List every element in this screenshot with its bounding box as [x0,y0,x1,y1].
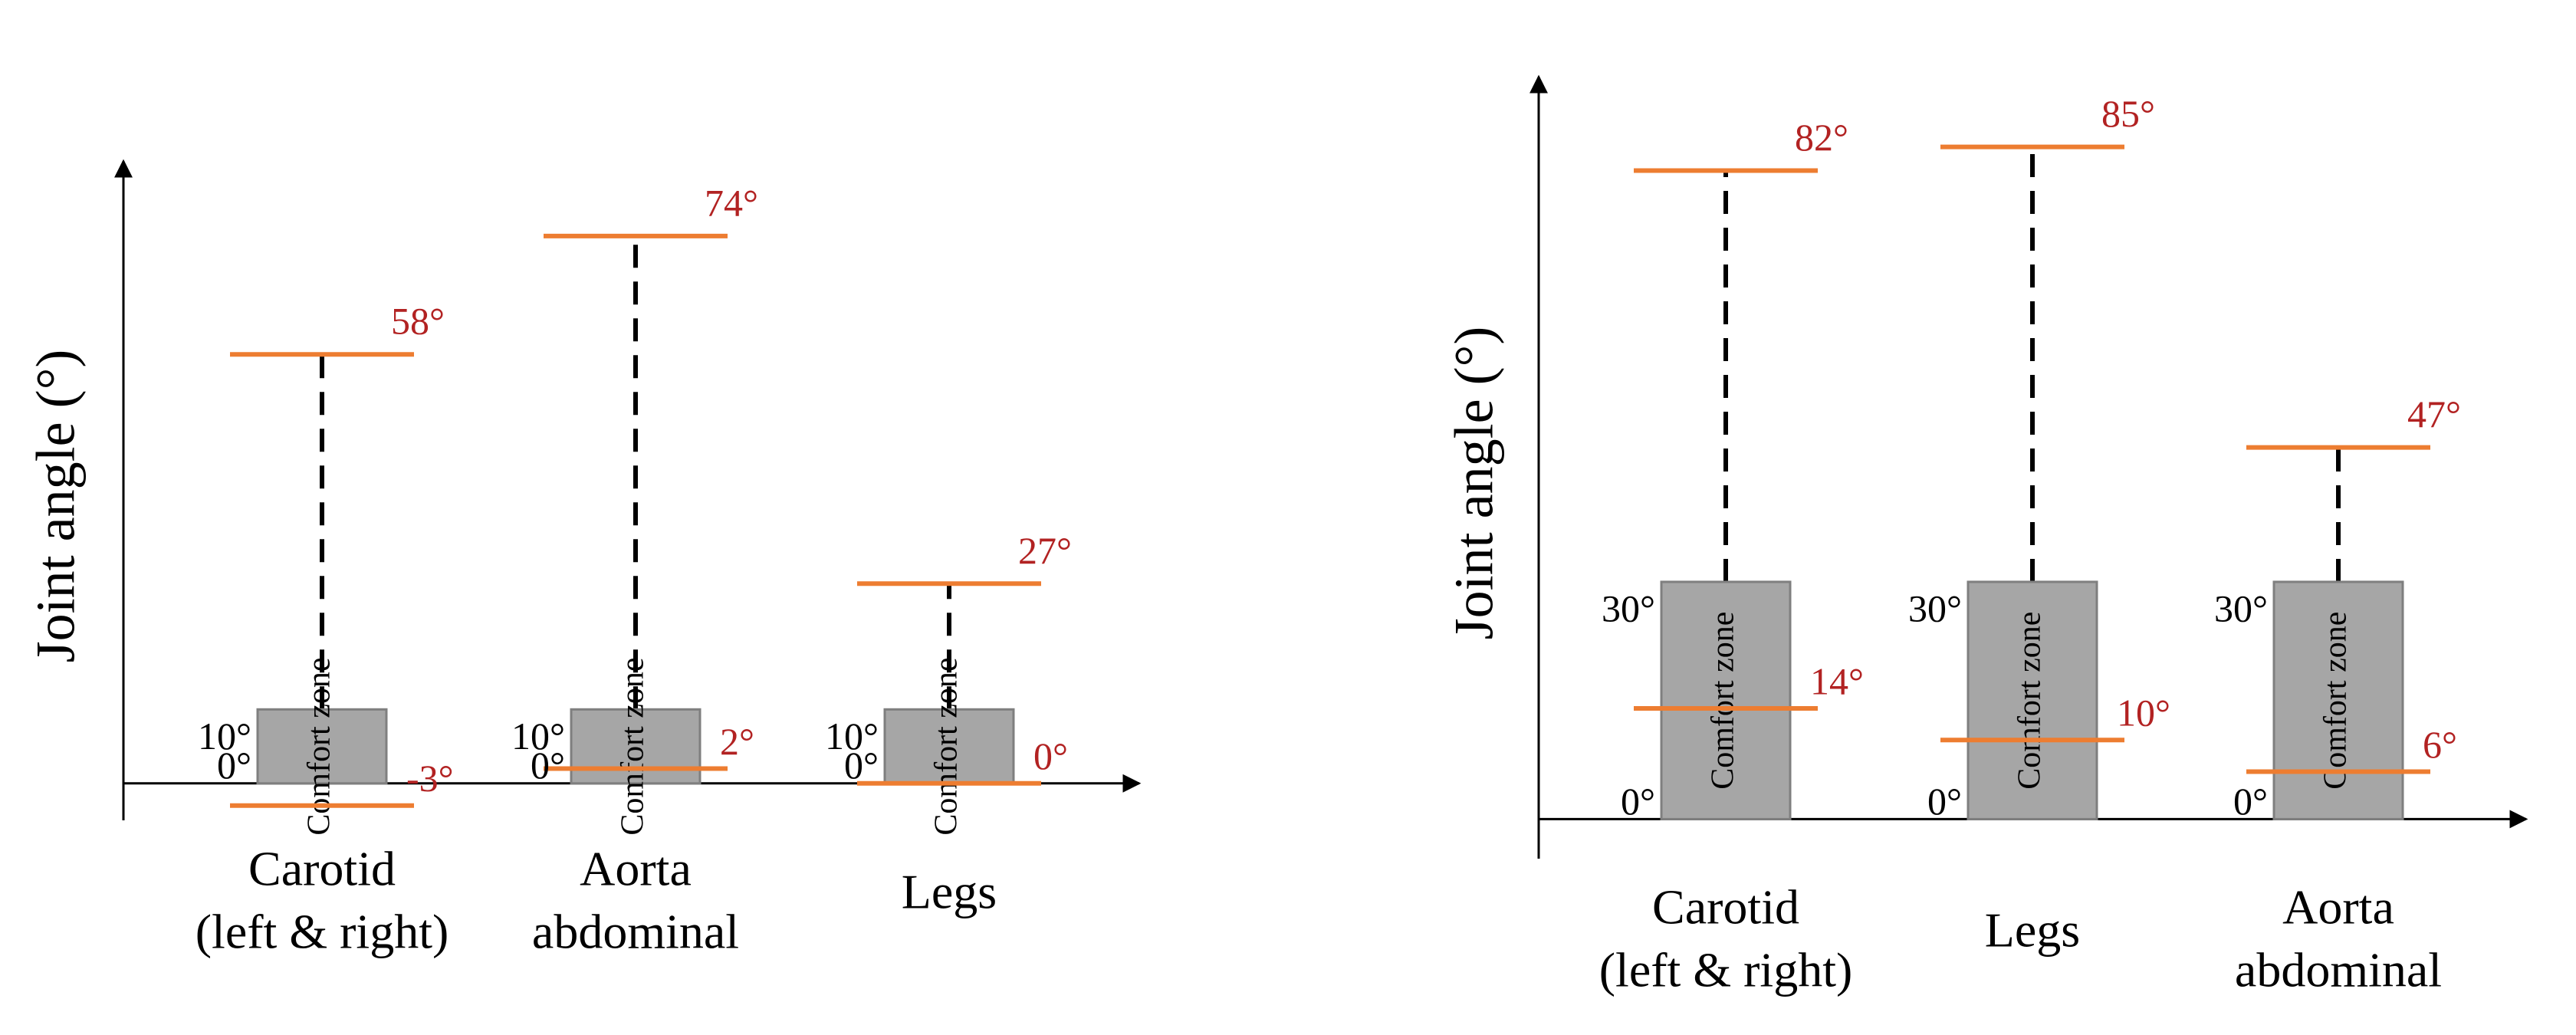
comfort-high-label: 30° [2214,586,2268,629]
category-label: abdominal [532,905,739,959]
comfort-box [570,708,702,785]
comfort-low-label: 0° [1927,780,1962,823]
max-label: 82° [1795,116,1848,159]
min-label: 14° [1810,659,1864,702]
max-label: 74° [705,181,758,224]
comfort-high-label: 30° [1602,586,1655,629]
max-label: 27° [1018,529,1072,572]
zone-label: Comfort zone [616,657,651,835]
comfort-high-label: 30° [1908,586,1962,629]
category-label: Legs [1985,903,2080,958]
zone-label: Comfort zone [2013,612,2048,790]
category-label: (left & right) [1599,943,1853,997]
comfort-high-label: 10° [511,715,565,757]
comfort-low-label: 0° [2233,780,2268,823]
category-label: Legs [902,865,997,919]
comfort-low-label: 0° [844,744,879,787]
min-label: 2° [720,720,754,763]
comfort-box [1967,580,2098,820]
chart: Joint angle (°) Comfort zone 82° 14° 30° 0° Ca… [1444,74,2528,997]
min-label: 10° [2117,692,2170,734]
zone-label: Comfort zone [302,657,337,835]
y-axis-label: Joint angle (°) [25,350,87,663]
min-label: 0° [1033,734,1068,777]
zone-label: Comfort zone [1706,612,1741,790]
zone-label: Comfort zone [2318,612,2354,790]
comfort-box [2272,580,2404,820]
comfort-low-label: 0° [217,744,251,787]
category-label: Aorta [580,842,692,896]
category-label: Aorta [2282,880,2394,935]
comfort-box [256,708,388,785]
comfort-high-label: 10° [198,715,251,757]
comfort-box [1660,580,1792,820]
comfort-box [883,708,1015,785]
max-label: 58° [391,300,445,343]
category-label: Carotid [1652,880,1799,935]
max-label: 85° [2101,92,2155,135]
zone-label: Comfort zone [929,657,964,835]
comfort-high-label: 10° [825,715,879,757]
min-label: 6° [2423,723,2457,766]
category-label: (left & right) [196,905,449,959]
min-label: -3° [406,757,454,800]
category-label: Carotid [248,842,396,896]
max-label: 47° [2407,393,2461,435]
y-axis-label: Joint angle (°) [1444,327,1505,640]
comfort-low-label: 0° [531,744,565,787]
chart: Joint angle (°)Comfort zone58°-3°10°0°Ca… [25,159,1142,959]
comfort-low-label: 0° [1621,780,1655,823]
category-label: abdominal [2235,943,2442,997]
